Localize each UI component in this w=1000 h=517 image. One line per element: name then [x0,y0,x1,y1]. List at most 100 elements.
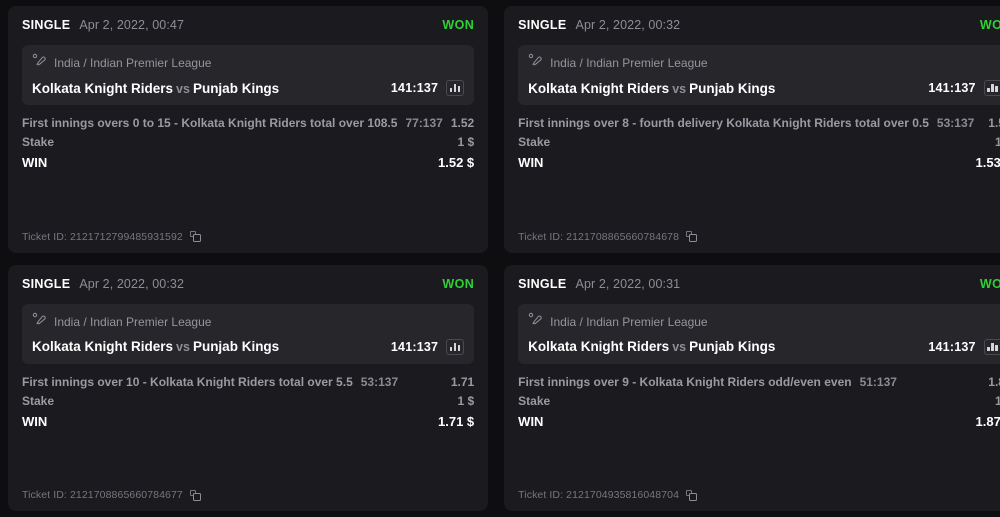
match-panel[interactable]: India / Indian Premier League Kolkata Kn… [22,303,475,364]
teams-label: Kolkata Knight Riders vs Punjab Kings [528,81,775,96]
selection-lines: First innings over 9 - Kolkata Knight Ri… [518,373,1000,433]
score-wrap: 141:137 [390,338,465,355]
win-label: WIN [518,155,544,170]
league-row: India / Indian Premier League [32,312,464,332]
league-row: India / Indian Premier League [528,312,1000,332]
stake-row: Stake 1 $ [518,392,1000,411]
selection-label: First innings overs 0 to 15 - Kolkata Kn… [22,116,398,130]
stake-value: 1 $ [457,135,475,149]
status-badge: WON [979,18,1000,32]
match-score: 141:137 [390,81,439,95]
match-panel[interactable]: India / Indian Premier League Kolkata Kn… [518,303,1000,364]
ticket-id-label: Ticket ID: 2121704935816048704 [518,489,680,501]
selection-label: First innings over 10 - Kolkata Knight R… [22,374,353,389]
bet-ticket-card[interactable]: SINGLE Apr 2, 2022, 00:31 WON India / In… [504,264,1000,511]
match-panel[interactable]: India / Indian Premier League Kolkata Kn… [518,45,1000,105]
bet-ticket-card[interactable]: SINGLE Apr 2, 2022, 00:47 WON India / In… [8,6,489,253]
league-name: India / Indian Premier League [54,314,212,329]
bar-chart-icon[interactable] [983,338,1000,355]
stake-label: Stake [518,393,551,408]
match-score: 141:137 [928,81,976,95]
selection-odds: 1.53 [988,116,1000,130]
stake-row: Stake 1 $ [22,133,474,152]
selection-score: 77:137 [405,116,443,130]
bar-chart-icon[interactable] [983,80,1000,96]
bet-type-label: SINGLE [22,18,71,32]
cricket-icon [528,312,543,332]
bet-type-label: SINGLE [518,276,567,291]
ticket-cell: SINGLE Apr 2, 2022, 00:32 WON India / In… [496,0,1000,259]
selection-row: First innings overs 0 to 15 - Kolkata Kn… [22,114,474,133]
selection-row: First innings over 10 - Kolkata Knight R… [22,373,474,392]
selection-lines: First innings overs 0 to 15 - Kolkata Kn… [22,114,474,174]
selection-label: First innings over 8 - fourth delivery K… [518,116,929,130]
bar-chart-icon[interactable] [446,338,465,355]
ticket-id-value: 2121712799485931592 [69,230,183,243]
team-away: Punjab Kings [689,80,776,96]
win-label: WIN [22,413,48,429]
score-wrap: 141:137 [928,338,1000,355]
team-home: Kolkata Knight Riders [528,80,670,96]
selection-row: First innings over 8 - fourth delivery K… [518,114,1000,133]
ticket-footer: Ticket ID: 2121712799485931592 [22,223,474,243]
league-row: India / Indian Premier League [32,53,464,73]
status-badge: WON [442,276,475,291]
teams-row: Kolkata Knight Riders vs Punjab Kings 141:… [32,80,465,96]
ticket-cell: SINGLE Apr 2, 2022, 00:31 WON India / In… [496,259,1000,517]
stake-value: 1 $ [457,393,475,408]
status-badge: WON [442,18,475,32]
ticket-header: SINGLE Apr 2, 2022, 00:32 WON [22,277,474,297]
league-name: India / Indian Premier League [550,56,708,70]
stake-label: Stake [22,135,55,149]
selection-lines: First innings over 8 - fourth delivery K… [518,114,1000,174]
copy-icon[interactable] [686,489,698,501]
team-away: Punjab Kings [192,339,280,354]
league-row: India / Indian Premier League [528,53,1000,73]
ticket-id-label: Ticket ID: 2121708865660784677 [22,489,183,501]
selection-score: 53:137 [936,116,975,130]
selection-odds: 1.87 [988,374,1000,389]
score-wrap: 141:137 [390,80,465,96]
vs-separator: vs [176,81,190,96]
ticket-id-label: Ticket ID: 2121712799485931592 [22,230,183,243]
stake-label: Stake [22,393,55,408]
copy-icon[interactable] [189,489,201,501]
team-away: Punjab Kings [192,80,280,96]
stake-row: Stake 1 $ [22,392,474,411]
win-value: 1.87 $ [975,413,1000,429]
copy-icon[interactable] [686,231,698,242]
win-value: 1.52 $ [438,155,475,170]
teams-label: Kolkata Knight Riders vs Punjab Kings [32,81,279,96]
cricket-icon [32,53,47,73]
ticket-cell: SINGLE Apr 2, 2022, 00:32 WON India / In… [0,259,496,517]
score-wrap: 141:137 [928,80,1000,96]
win-row: WIN 1.87 $ [518,411,1000,433]
stake-value: 1 $ [994,393,1000,408]
ticket-footer: Ticket ID: 2121708865660784677 [22,481,474,501]
win-row: WIN 1.52 $ [22,152,474,174]
vs-separator: vs [672,81,687,96]
stake-value: 1 $ [994,135,1000,149]
match-score: 141:137 [390,339,439,354]
teams-row: Kolkata Knight Riders vs Punjab Kings 141:… [528,80,1000,96]
vs-separator: vs [672,340,687,354]
selection-score: 51:137 [859,374,897,389]
teams-row: Kolkata Knight Riders vs Punjab Kings 141:… [32,338,465,355]
bet-type-label: SINGLE [22,276,71,291]
bet-ticket-card[interactable]: SINGLE Apr 2, 2022, 00:32 WON India / In… [504,6,1000,253]
bar-chart-icon[interactable] [446,80,465,96]
ticket-id-value: 2121708865660784678 [566,230,680,243]
selection-odds: 1.52 [450,116,475,130]
match-panel[interactable]: India / Indian Premier League Kolkata Kn… [22,45,475,105]
bet-ticket-card[interactable]: SINGLE Apr 2, 2022, 00:32 WON India / In… [8,264,489,511]
status-badge: WON [979,276,1000,291]
ticket-footer: Ticket ID: 2121708865660784678 [518,223,1000,243]
team-away: Punjab Kings [689,339,776,354]
win-label: WIN [22,155,48,170]
league-name: India / Indian Premier League [550,314,708,329]
ticket-cell: SINGLE Apr 2, 2022, 00:47 WON India / In… [0,0,496,259]
ticket-footer: Ticket ID: 2121704935816048704 [518,481,1000,501]
bet-type-label: SINGLE [518,18,567,32]
ticket-id-value: 2121704935816048704 [566,489,680,501]
copy-icon[interactable] [189,231,201,242]
